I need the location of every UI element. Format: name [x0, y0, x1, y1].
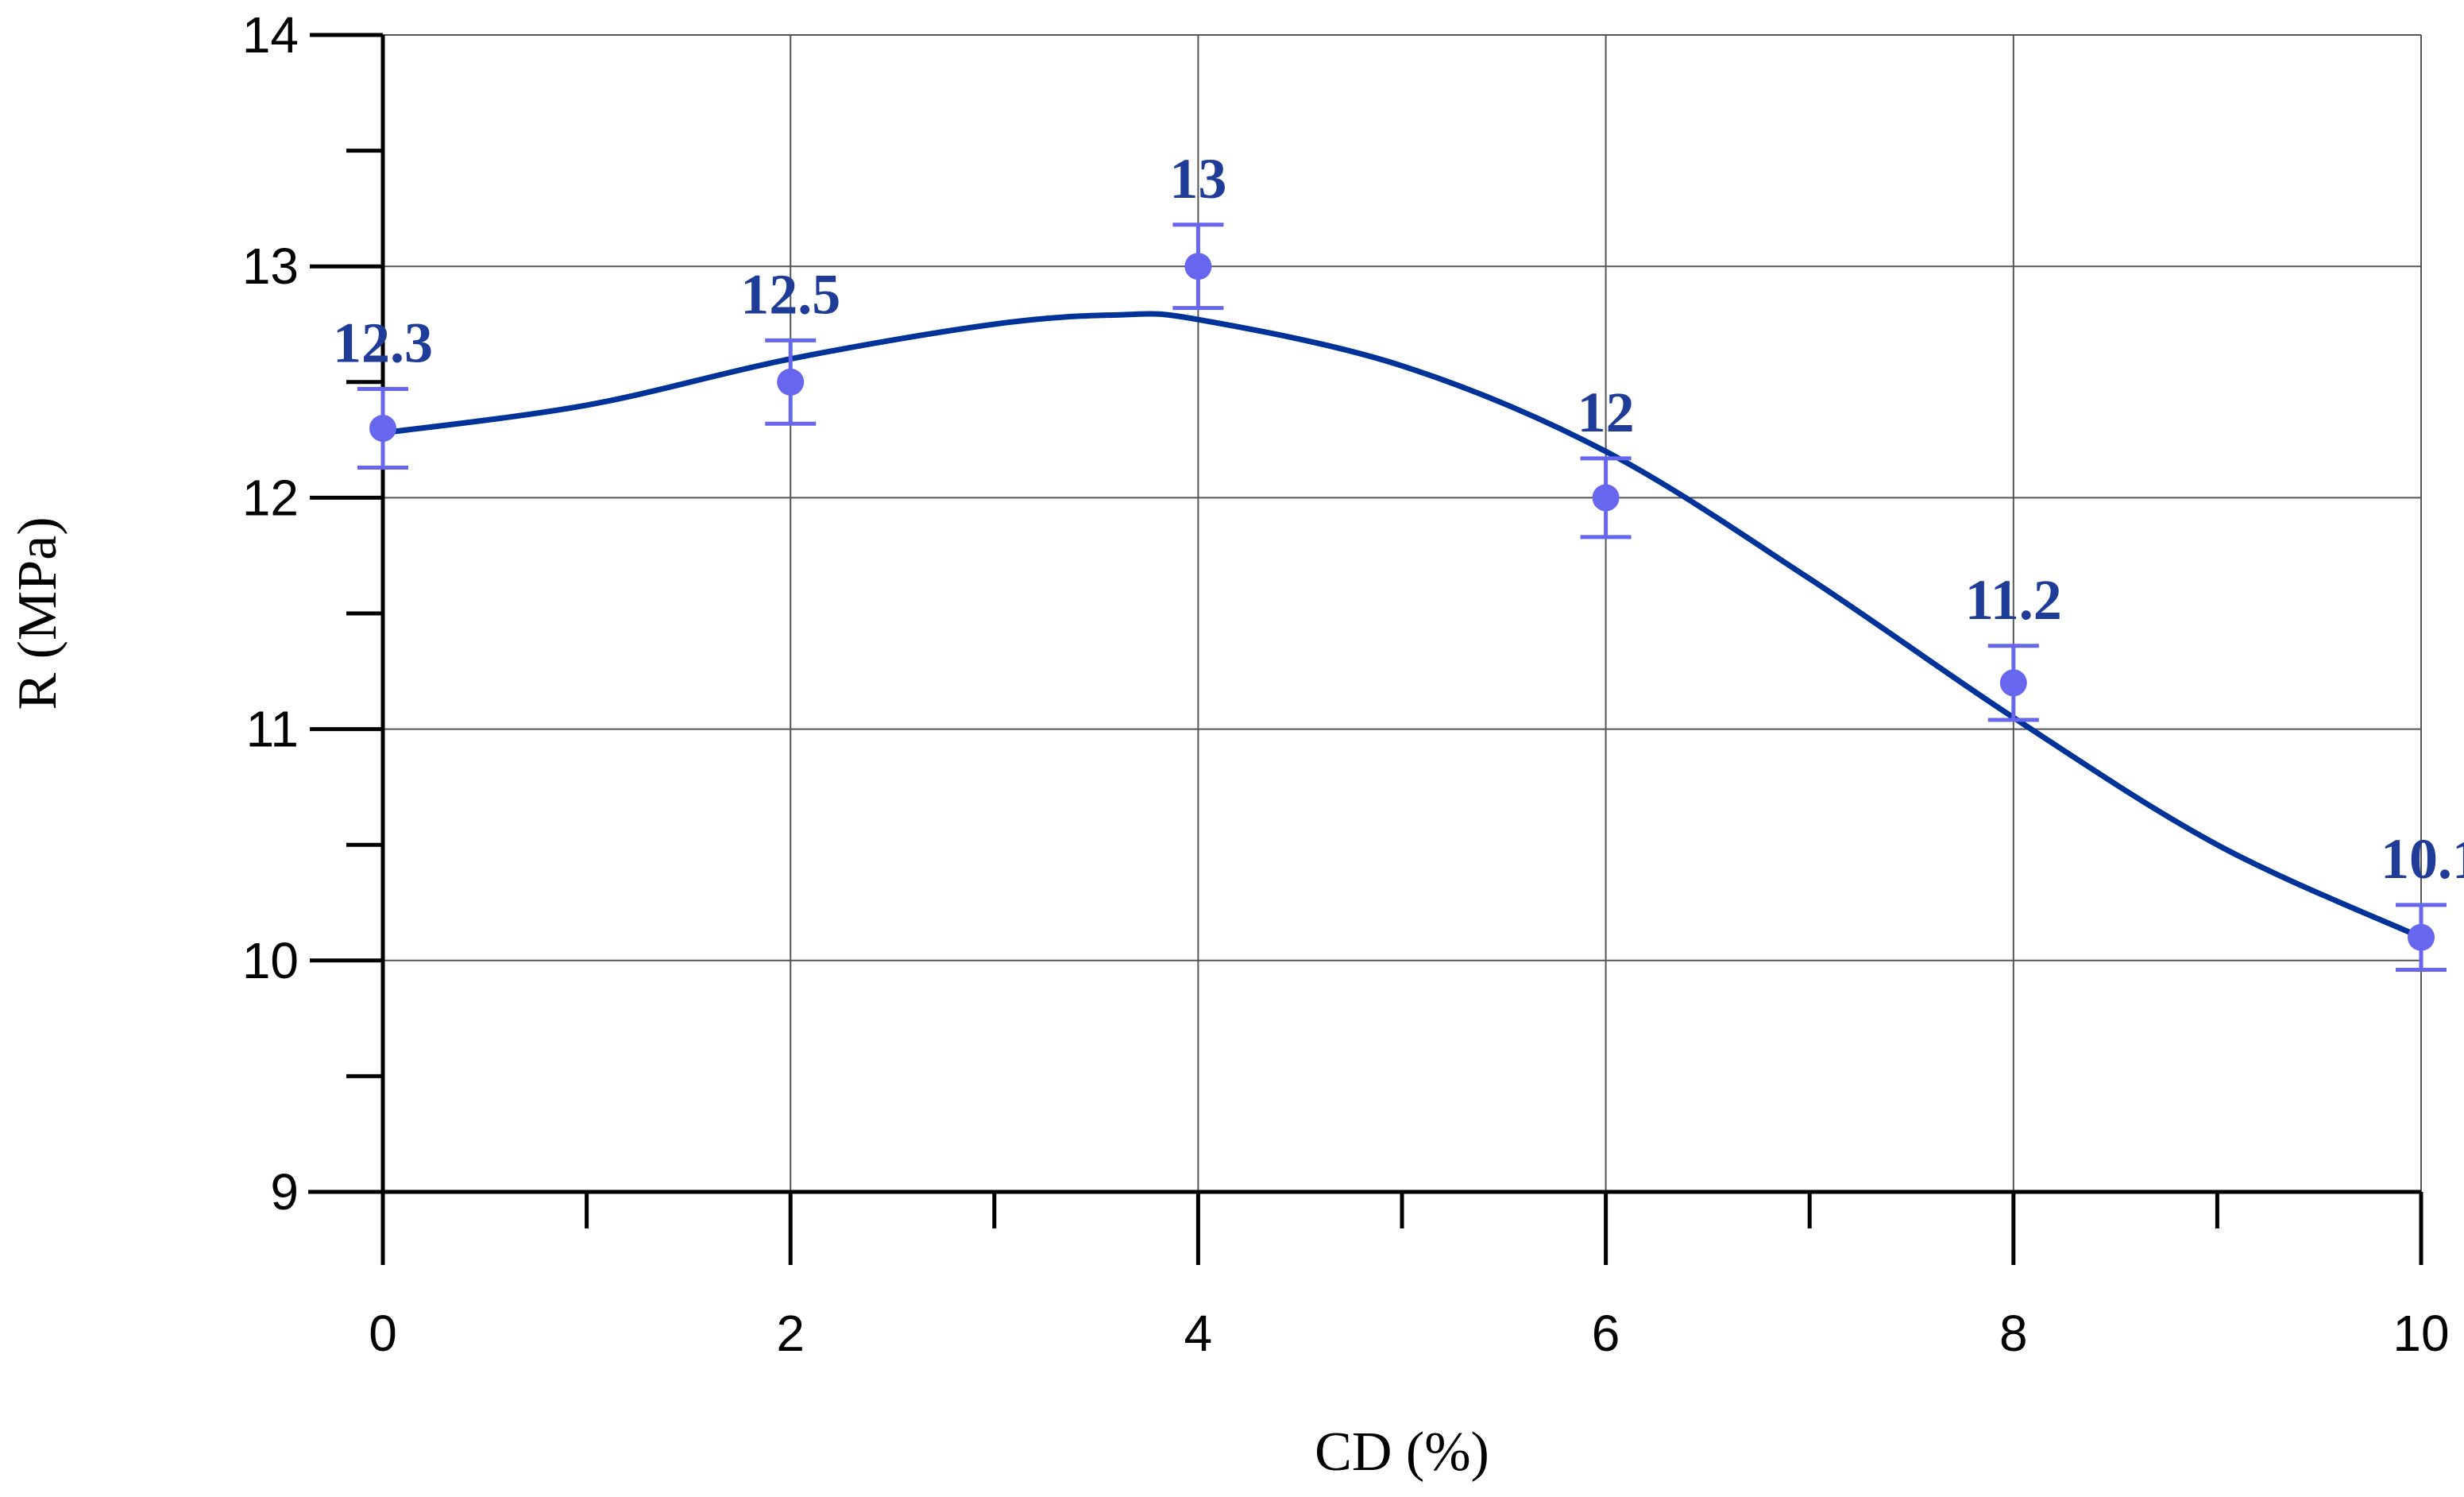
tick-labels: 9 10 11 12 13 14 0 2 4 6 8 10 [242, 6, 2450, 1362]
data-point [2408, 923, 2435, 951]
data-label: 12.5 [740, 262, 840, 326]
y-tick-label: 11 [246, 701, 299, 758]
data-point [1999, 669, 2027, 697]
data-label: 12.3 [333, 311, 433, 375]
error-bars [357, 222, 2447, 972]
data-label: 11.2 [1965, 568, 2062, 632]
data-points [369, 253, 2435, 951]
tick-marks [310, 33, 2423, 1265]
x-tick-label: 0 [369, 1305, 397, 1362]
y-tick-label: 12 [242, 469, 299, 526]
x-tick-label: 4 [1184, 1305, 1213, 1362]
x-tick-label: 8 [1999, 1305, 2028, 1362]
data-point [1592, 484, 1620, 512]
x-tick-label: 6 [1592, 1305, 1620, 1362]
fit-curve [382, 311, 2423, 940]
data-labels: 12.3 12.5 13 12 11.2 10.1 [333, 147, 2464, 891]
y-tick-label: 13 [242, 238, 299, 295]
x-tick-label: 2 [776, 1305, 805, 1362]
grid-lines [383, 34, 2422, 1193]
data-point [777, 368, 805, 396]
data-point [1184, 253, 1212, 280]
axes [308, 35, 2421, 1194]
y-tick-label: 9 [270, 1163, 299, 1220]
x-tick-label: 10 [2393, 1305, 2449, 1362]
y-tick-label: 14 [242, 6, 299, 64]
y-axis-title: R (MPa) [7, 516, 68, 710]
data-point [369, 415, 396, 443]
data-label: 10.1 [2381, 827, 2464, 891]
data-label: 13 [1169, 147, 1226, 211]
y-tick-label: 10 [242, 932, 299, 989]
x-axis-title: CD (%) [1315, 1422, 1489, 1483]
data-label: 12 [1578, 381, 1635, 444]
